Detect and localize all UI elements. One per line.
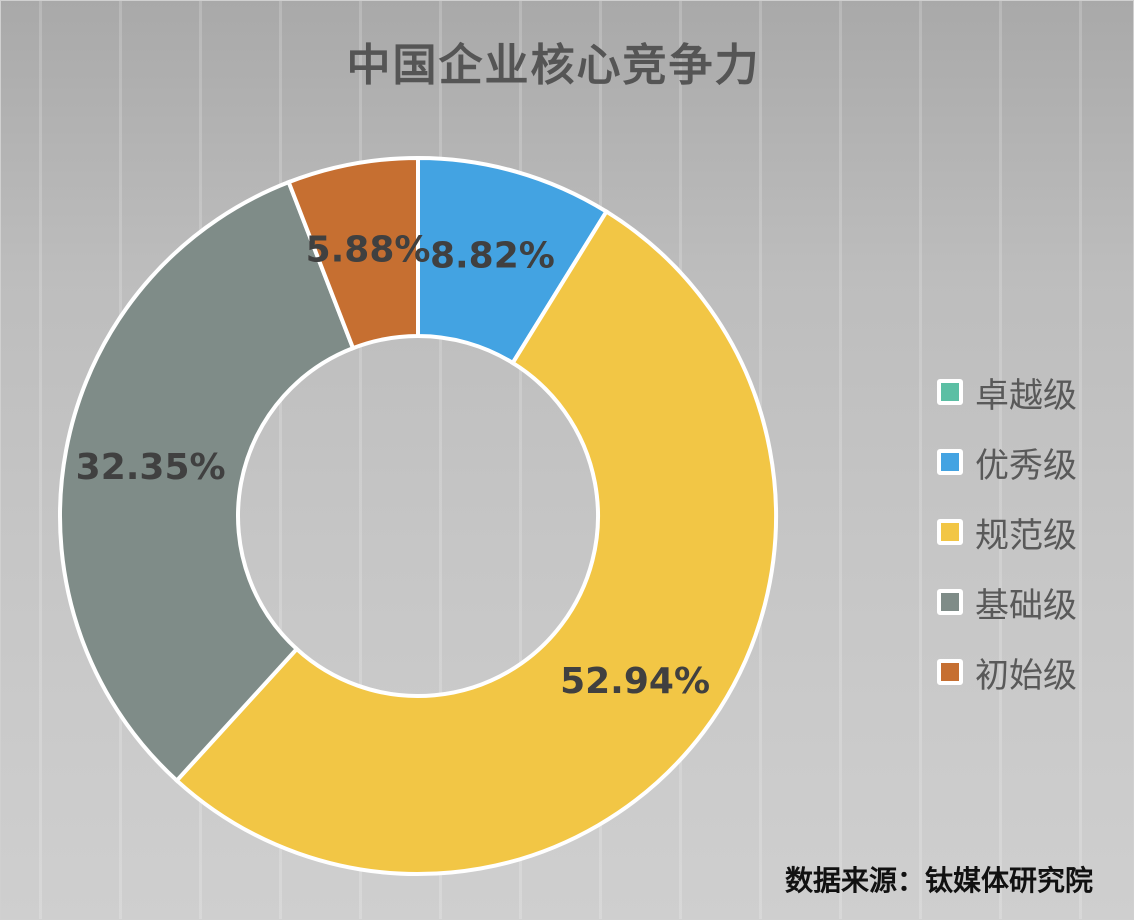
slice-3[interactable] — [58, 179, 356, 784]
legend-item: 优秀级 — [937, 427, 1077, 497]
legend-swatch — [937, 379, 963, 405]
legend-item: 规范级 — [937, 497, 1077, 567]
legend-swatch — [937, 659, 963, 685]
data-label-1: 8.82% — [430, 235, 555, 276]
legend-swatch — [937, 519, 963, 545]
data-label-2: 52.94% — [560, 661, 710, 702]
legend-label: 初始级 — [975, 655, 1077, 696]
legend-label: 卓越级 — [975, 375, 1077, 416]
legend-item: 基础级 — [937, 567, 1077, 637]
legend-label: 规范级 — [975, 515, 1077, 556]
slice-4[interactable] — [286, 155, 420, 351]
legend: 卓越级优秀级规范级基础级初始级 — [937, 357, 1077, 707]
data-label-3: 32.35% — [76, 447, 226, 488]
slice-2[interactable] — [173, 208, 778, 876]
data-label-4: 5.88% — [306, 230, 431, 271]
legend-label: 基础级 — [975, 585, 1077, 626]
source-note: 数据来源：钛媒体研究院 — [784, 864, 1093, 897]
legend-item: 初始级 — [937, 637, 1077, 707]
legend-swatch — [937, 589, 963, 615]
chart-title: 中国企业核心竞争力 — [346, 40, 761, 91]
legend-label: 优秀级 — [975, 445, 1077, 486]
legend-item: 卓越级 — [937, 357, 1077, 427]
legend-swatch — [937, 449, 963, 475]
